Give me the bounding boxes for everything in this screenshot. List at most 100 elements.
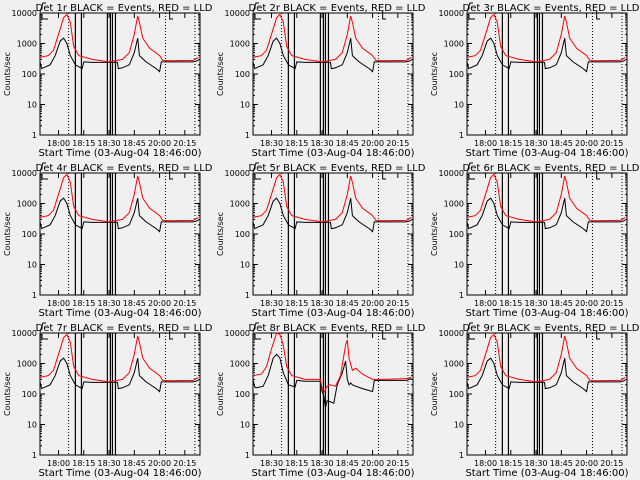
marker (382, 11, 387, 20)
x-tick-label: 18:15 (72, 299, 95, 308)
x-axis-label: Start Time (03-Aug-04 18:46:00) (38, 308, 201, 319)
detector-panel-6: 1 10 100 1000 10000 18:00 18:15 18:30 18:45 20:00… (430, 162, 640, 319)
x-tick-label: 20:00 (148, 139, 171, 148)
title-bracket (466, 322, 473, 333)
x-axis-label: Start Time (03-Aug-04 18:46:00) (465, 468, 628, 479)
x-tick-label: 20:00 (361, 299, 384, 308)
x-tick-label: 18:00 (474, 459, 497, 468)
y-tick-label: 1000 (230, 40, 250, 49)
plot-frame (252, 12, 414, 136)
y-tick-label: 10 (240, 101, 250, 110)
x-tick-label: 18:15 (72, 459, 95, 468)
marker (596, 171, 601, 180)
plot-frame (39, 172, 201, 296)
x-tick-label: 20:15 (386, 459, 409, 468)
x-tick-label: 20:00 (575, 459, 598, 468)
x-tick-label: 20:00 (148, 299, 171, 308)
y-tick-label: 1 (245, 131, 250, 140)
x-tick-label: 18:30 (311, 299, 334, 308)
marker (41, 174, 48, 180)
title-bracket (252, 162, 259, 173)
y-tick-label: 10 (454, 421, 464, 430)
x-tick-label: 18:45 (123, 139, 146, 148)
x-tick-label: 18:45 (123, 299, 146, 308)
title-bracket (39, 322, 46, 333)
y-tick-label: 1000 (444, 40, 464, 49)
marker (169, 331, 174, 340)
x-tick-label: 18:30 (525, 139, 548, 148)
x-tick-label: 20:15 (600, 299, 623, 308)
title-bracket (39, 2, 46, 13)
x-tick-label: 20:00 (361, 459, 384, 468)
y-axis-label: Counts/sec (430, 212, 439, 256)
x-tick-label: 18:15 (72, 139, 95, 148)
marker (382, 331, 387, 340)
x-axis-label: Start Time (03-Aug-04 18:46:00) (251, 308, 414, 319)
x-tick-label: 20:15 (386, 299, 409, 308)
detector-panel-1: 1 10 100 1000 10000 18:00 18:15 18:30 18:45 20:00… (3, 2, 213, 159)
marker (382, 171, 387, 180)
y-tick-label: 1 (459, 291, 464, 300)
y-tick-label: 10000 (12, 9, 37, 18)
lld-series-line (252, 173, 412, 223)
y-tick-label: 100 (235, 230, 250, 239)
y-tick-label: 10000 (225, 169, 250, 178)
x-tick-label: 18:30 (98, 299, 121, 308)
lld-series-line (252, 332, 412, 394)
x-tick-label: 18:30 (260, 139, 283, 148)
y-tick-label: 10000 (225, 9, 250, 18)
x-tick-label: 18:15 (285, 299, 308, 308)
y-tick-label: 1000 (230, 360, 250, 369)
y-tick-label: 1000 (444, 360, 464, 369)
x-axis-label: Start Time (03-Aug-04 18:46:00) (251, 148, 414, 159)
marker (468, 14, 475, 20)
x-axis-label: Start Time (03-Aug-04 18:46:00) (38, 468, 201, 479)
y-tick-label: 1 (459, 451, 464, 460)
x-tick-label: 18:00 (474, 139, 497, 148)
panel-title: Det 9r BLACK = Events, RED = LLD (463, 323, 640, 334)
y-tick-label: 1 (32, 451, 37, 460)
x-tick-label: 18:45 (336, 459, 359, 468)
marker (254, 14, 261, 20)
events-series-line (252, 197, 412, 233)
y-tick-label: 100 (235, 70, 250, 79)
x-tick-label: 20:00 (148, 459, 171, 468)
title-bracket (39, 162, 46, 173)
y-tick-label: 10000 (439, 9, 464, 18)
y-tick-label: 1 (32, 291, 37, 300)
y-tick-label: 100 (449, 390, 464, 399)
plot-frame (252, 172, 414, 296)
y-tick-label: 1000 (17, 40, 37, 49)
x-tick-label: 18:30 (525, 299, 548, 308)
plot-frame (466, 172, 628, 296)
x-tick-label: 20:00 (361, 139, 384, 148)
x-tick-label: 18:45 (550, 459, 573, 468)
y-tick-label: 10000 (12, 329, 37, 338)
x-axis-label: Start Time (03-Aug-04 18:46:00) (465, 148, 628, 159)
panel-title: Det 6r BLACK = Events, RED = LLD (463, 163, 640, 174)
y-tick-label: 10 (27, 421, 37, 430)
panel-title: Det 2r BLACK = Events, RED = LLD (249, 3, 426, 14)
x-tick-label: 18:45 (550, 299, 573, 308)
marker (596, 331, 601, 340)
y-tick-label: 100 (235, 390, 250, 399)
panel-title: Det 4r BLACK = Events, RED = LLD (36, 163, 213, 174)
events-series-line (252, 37, 412, 73)
x-tick-label: 18:00 (47, 139, 70, 148)
x-tick-label: 18:45 (123, 459, 146, 468)
x-tick-label: 18:30 (311, 459, 334, 468)
y-tick-label: 10000 (439, 329, 464, 338)
x-tick-label: 20:15 (173, 459, 196, 468)
title-bracket (466, 2, 473, 13)
marker (254, 174, 261, 180)
x-tick-label: 18:45 (336, 139, 359, 148)
plot-frame (466, 332, 628, 456)
y-axis-label: Counts/sec (216, 212, 225, 256)
x-tick-label: 18:30 (98, 459, 121, 468)
y-tick-label: 10 (454, 261, 464, 270)
lld-series-line (466, 13, 626, 63)
